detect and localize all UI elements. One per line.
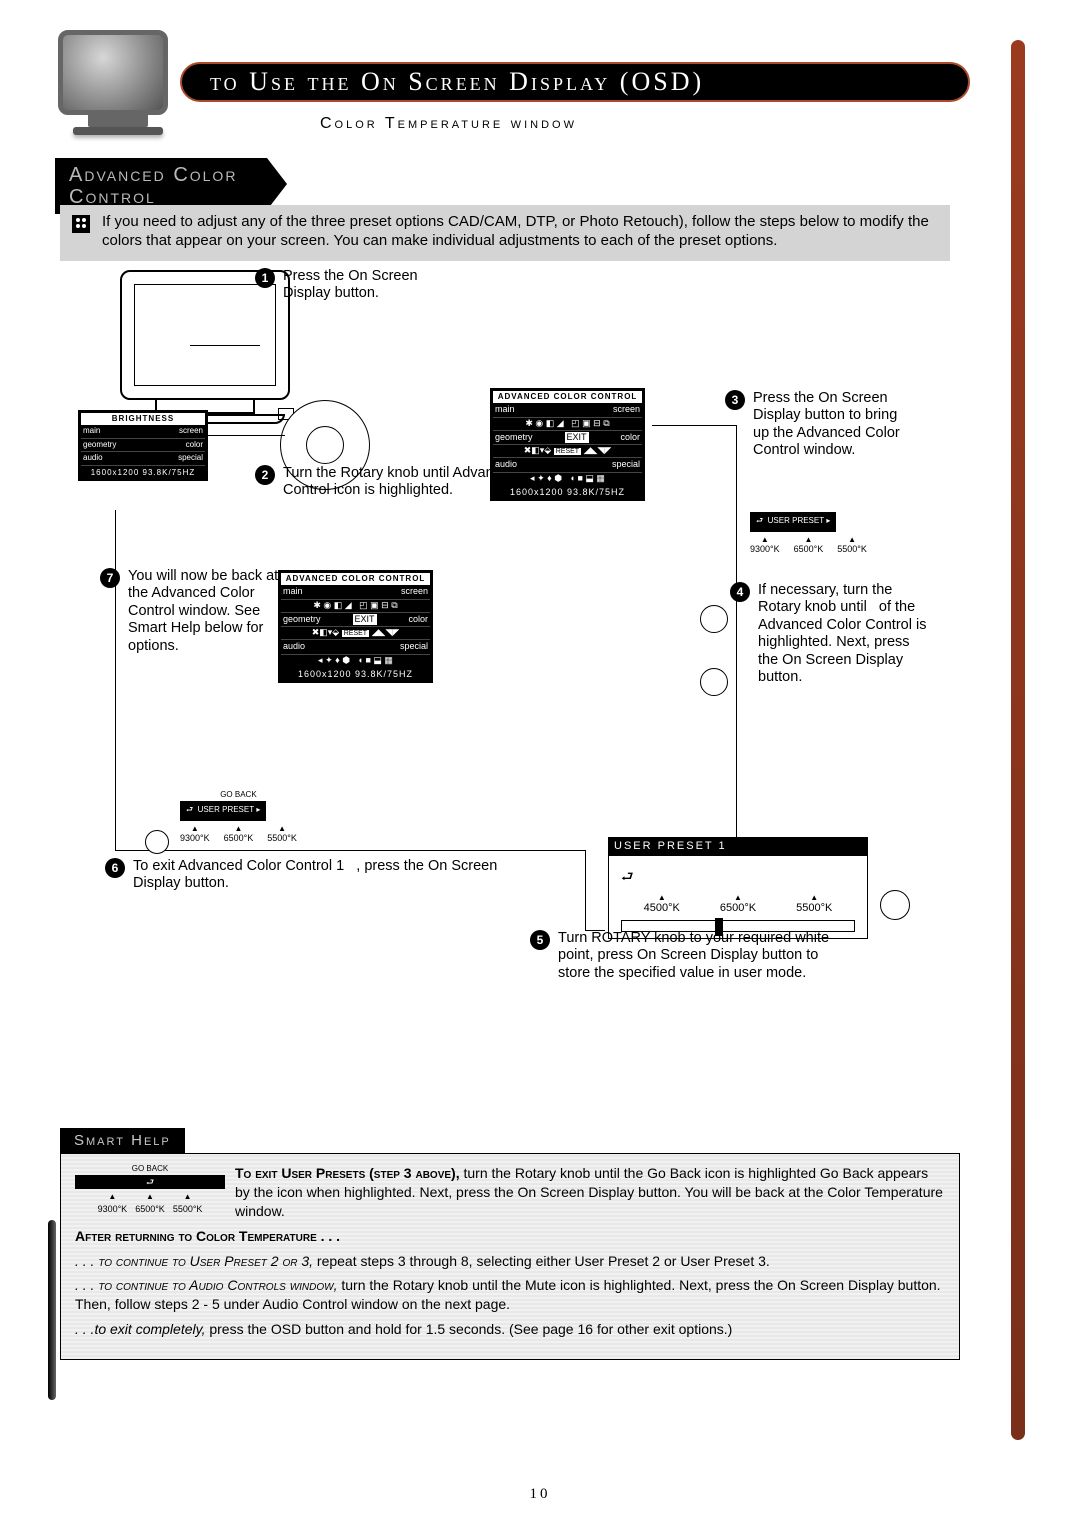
- step-badge-2: 2: [255, 465, 275, 485]
- temp-value: 6500°K: [224, 824, 254, 843]
- osd-cell: geometry: [283, 614, 321, 626]
- osd-cell: special: [612, 459, 640, 471]
- sh-b3-rest: press the OSD button and hold for 1.5 se…: [209, 1321, 732, 1337]
- osd-footer: 1600x1200 93.8K/75HZ: [493, 487, 642, 499]
- sh-b2-lead: . . . to continue to Audio Controls wind…: [75, 1277, 337, 1293]
- temp-value: 6500°K: [135, 1192, 165, 1215]
- step-1-text: Press the On Screen Display button.: [283, 268, 463, 303]
- smart-help-tab: Smart Help: [60, 1128, 185, 1153]
- side-accent-rail: [1011, 40, 1025, 1440]
- temp-value: 4500°K: [644, 893, 680, 914]
- osd-advanced-panel-2: ADVANCED COLOR CONTROL mainscreen ✱ ◉ ◧ …: [278, 570, 433, 683]
- goback-text: GO BACK: [75, 1164, 225, 1175]
- osd-cell: screen: [401, 586, 428, 598]
- step-badge-6: 6: [105, 858, 125, 878]
- step-badge-7: 7: [100, 568, 120, 588]
- osd-cell: audio: [83, 453, 103, 463]
- sh-afterline: After returning to Color Temperature . .…: [75, 1227, 945, 1246]
- user-preset-label: USER PRESET: [768, 516, 824, 525]
- osd-reset: RESET: [342, 630, 369, 637]
- knob-small-2: [700, 668, 728, 696]
- page-number: 10: [0, 1486, 1080, 1503]
- sh-b1-lead: . . . to continue to User Preset 2 or 3,: [75, 1253, 313, 1269]
- osd-header: ADVANCED COLOR CONTROL: [281, 573, 430, 585]
- temp-value: 5500°K: [837, 535, 867, 554]
- goback-preset-icon: GO BACK ⮐ 9300°K 6500°K 5500°K: [75, 1164, 225, 1215]
- page-subtitle: Color Temperature window: [320, 115, 577, 133]
- monitor-icon: [58, 30, 178, 140]
- temp-value: 9300°K: [98, 1192, 128, 1215]
- user-preset-small-2: GO BACK ⮐ USER PRESET ▸ 9300°K 6500°K 55…: [180, 790, 297, 843]
- step-5-text: Turn ROTARY knob to your required white …: [558, 930, 838, 982]
- side-shadow: [48, 1220, 56, 1400]
- page-title: to Use the On Screen Display (OSD): [180, 62, 970, 102]
- knob-small-1: [700, 605, 728, 633]
- temp-value: 9300°K: [750, 535, 780, 554]
- temp-value: 5500°K: [267, 824, 297, 843]
- goback-label: GO BACK: [180, 790, 297, 799]
- osd-cell: special: [400, 641, 428, 653]
- osd-cell: special: [178, 453, 203, 463]
- sh-b1-rest: repeat steps 3 through 8, selecting eith…: [317, 1253, 770, 1269]
- section-title-line1: Advanced Color: [69, 164, 237, 186]
- step-7-text: You will now be back at the Advanced Col…: [128, 568, 288, 655]
- osd-header: ADVANCED COLOR CONTROL: [493, 391, 642, 403]
- osd-cell: color: [408, 614, 428, 626]
- temp-value: 6500°K: [794, 535, 824, 554]
- bullet-icon: [72, 215, 90, 233]
- knob-small-3: [145, 830, 169, 854]
- osd-brightness-panel: BRIGHTNESS mainscreen geometrycolor audi…: [78, 410, 208, 481]
- osd-footer: 1600x1200 93.8K/75HZ: [81, 468, 205, 478]
- osd-cell: screen: [613, 404, 640, 416]
- temp-value: 6500°K: [720, 893, 756, 914]
- osd-reset: RESET: [554, 448, 581, 455]
- osd-cell: color: [620, 432, 640, 444]
- osd-cell: geometry: [83, 440, 116, 450]
- osd-cell: color: [186, 440, 203, 450]
- user-preset-big: USER PRESET 1 ⮐ 4500°K 6500°K 5500°K: [608, 836, 868, 939]
- osd-cell: geometry: [495, 432, 533, 444]
- knob-small-4: [880, 890, 910, 920]
- step-4-text: If necessary, turn the Rotary knob until…: [758, 582, 928, 686]
- knob-icon: [306, 426, 344, 464]
- intro-box: If you need to adjust any of the three p…: [60, 205, 950, 261]
- temp-value: 5500°K: [796, 893, 832, 914]
- user-preset-small: ⮐ USER PRESET ▸ 9300°K 6500°K 5500°K: [750, 510, 867, 554]
- temp-value: 9300°K: [180, 824, 210, 843]
- step-6-text: To exit Advanced Color Control 1 , press…: [133, 858, 533, 893]
- sh-b3-lead: . . .to exit completely,: [75, 1321, 205, 1337]
- step-badge-4: 4: [730, 582, 750, 602]
- step-3-text: Press the On Screen Display button to br…: [753, 390, 913, 460]
- osd-cell: audio: [495, 459, 517, 471]
- user-preset-big-label: USER PRESET 1: [608, 837, 868, 855]
- osd-cell: main: [495, 404, 515, 416]
- sh-p1-lead: To exit User Presets (step 3 above),: [235, 1165, 460, 1181]
- osd-footer: 1600x1200 93.8K/75HZ: [281, 669, 430, 681]
- osd-advanced-panel-1: ADVANCED COLOR CONTROL mainscreen ✱ ◉ ◧ …: [490, 388, 645, 501]
- step-badge-5: 5: [530, 930, 550, 950]
- osd-exit: EXIT: [353, 614, 377, 626]
- intro-text: If you need to adjust any of the three p…: [102, 213, 929, 249]
- osd-cell: main: [83, 426, 100, 436]
- osd-exit: EXIT: [565, 432, 589, 444]
- user-preset-label: USER PRESET: [198, 805, 254, 814]
- temp-value: 5500°K: [173, 1192, 203, 1215]
- smart-help-body: GO BACK ⮐ 9300°K 6500°K 5500°K To exit U…: [60, 1153, 960, 1360]
- step-badge-3: 3: [725, 390, 745, 410]
